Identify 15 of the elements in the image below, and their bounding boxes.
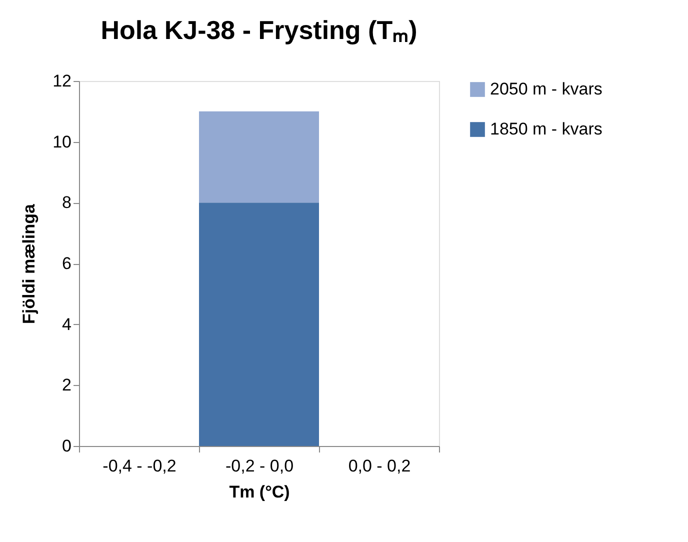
y-tick-label: 6: [62, 254, 72, 273]
x-tick-label: 0,0 - 0,2: [348, 456, 411, 476]
x-tick-label: -0,4 - -0,2: [102, 456, 176, 476]
chart-title: Hola KJ-38 - Frysting (Tₘ): [100, 15, 418, 45]
y-tick-label: 8: [62, 193, 72, 212]
y-tick-label: 2: [62, 376, 72, 395]
legend-label: 2050 m - kvars: [490, 80, 602, 98]
y-tick-label: 4: [62, 314, 72, 334]
legend-label: 1850 m - kvars: [490, 120, 602, 138]
y-axis-title: Fjöldi mælinga: [20, 203, 39, 324]
y-tick-label: 0: [62, 436, 72, 456]
y-tick-label: 12: [52, 72, 72, 90]
x-tick-label: -0,2 - 0,0: [225, 456, 294, 476]
y-tick-label: 10: [52, 132, 72, 152]
x-axis-title: Tm (°C): [229, 482, 290, 502]
